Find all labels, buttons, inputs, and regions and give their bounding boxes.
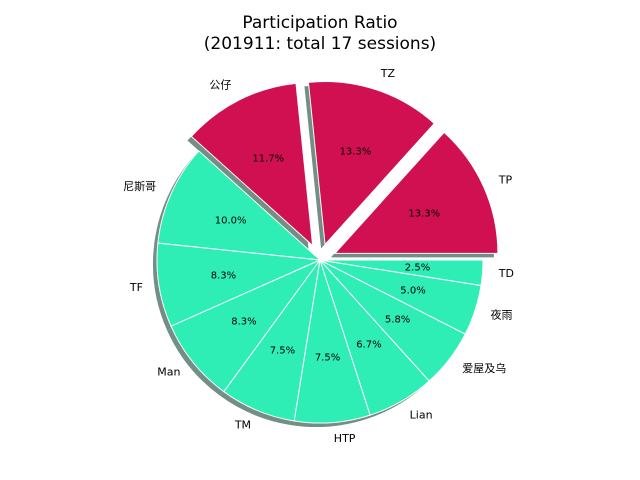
slice-percent-item-2: 11.7% [252, 153, 284, 164]
pie-slice-tz [307, 81, 435, 246]
slice-label-td: TD [498, 267, 514, 280]
slice-percent-lian: 6.7% [356, 340, 381, 351]
slice-label-item-9: 爱屋及乌 [462, 361, 506, 375]
slice-percent-tp: 13.3% [408, 209, 440, 220]
slice-label-item-2: 公仔 [209, 79, 231, 92]
slice-percent-item-9: 5.8% [385, 315, 410, 326]
pie-slices [156, 81, 499, 424]
pie-slice-td [319, 259, 484, 287]
slice-percent-item-3: 10.0% [215, 215, 247, 226]
slice-labels: TP 13.3% TZ 13.3% 公仔 11.7% 尼斯哥 10.0% TF 8.3% Man 8.… [123, 67, 514, 445]
pie-slice-item-2 [190, 82, 314, 247]
slice-label-htp: HTP [334, 432, 356, 445]
chart-subtitle: (201911: total 17 sessions) [204, 34, 436, 54]
slice-label-item-10: 夜雨 [491, 307, 513, 321]
slice-percent-td: 2.5% [405, 263, 430, 274]
slice-label-tm: TM [234, 419, 251, 432]
slice-label-tz: TZ [380, 67, 396, 80]
pie-slice-tp [333, 131, 499, 254]
slice-percent-item-10: 5.0% [400, 285, 425, 296]
slice-label-man: Man [157, 366, 180, 379]
chart-title: Participation Ratio [242, 13, 397, 33]
slice-percent-tf: 8.3% [211, 270, 236, 281]
slice-label-item-3: 尼斯哥 [123, 180, 156, 193]
slice-percent-man: 8.3% [231, 316, 256, 327]
slice-percent-tz: 13.3% [340, 147, 372, 158]
pie-slice-item-3 [157, 150, 322, 261]
slice-percent-htp: 7.5% [315, 353, 340, 364]
slice-label-tp: TP [498, 174, 513, 187]
slice-percent-tm: 7.5% [270, 345, 295, 356]
slice-label-lian: Lian [410, 408, 433, 421]
slice-label-tf: TF [129, 281, 143, 294]
